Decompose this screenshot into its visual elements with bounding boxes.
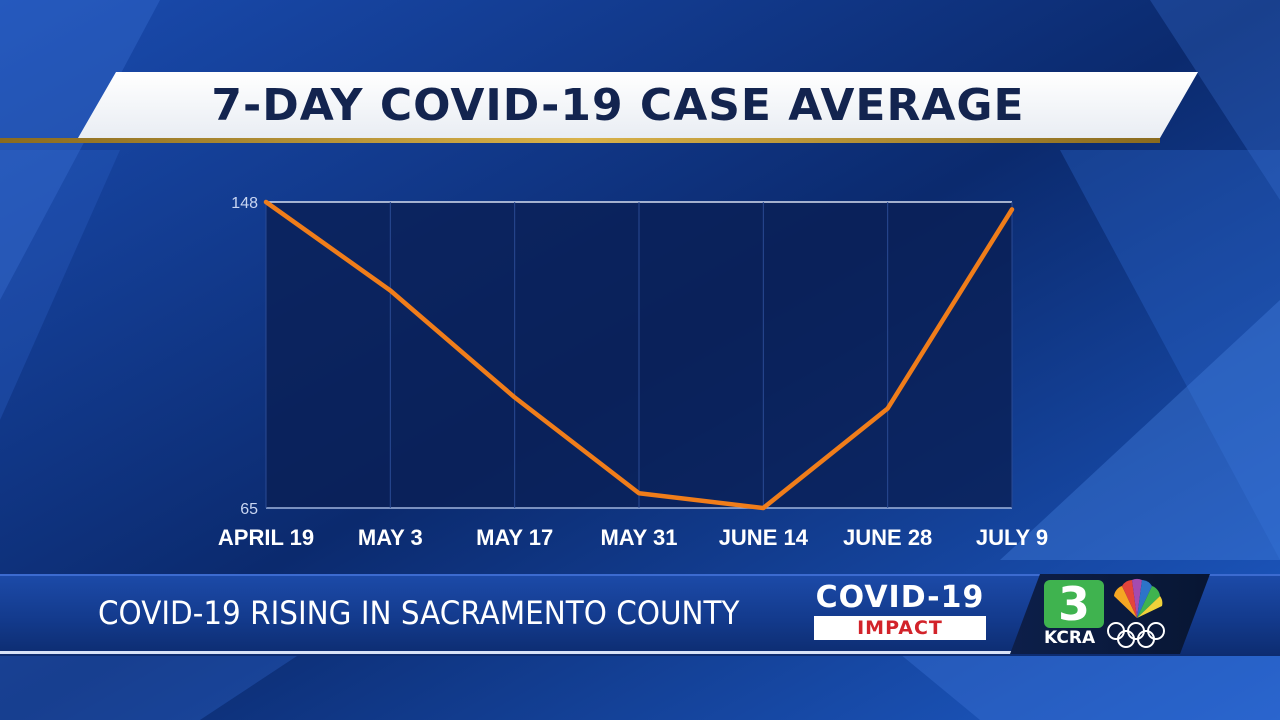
series-line: [263, 199, 1015, 511]
lower-third-underline: [0, 651, 1165, 654]
x-tick-label: MAY 31: [600, 525, 677, 550]
station-logo-panel: [1010, 574, 1210, 654]
y-tick-label: 148: [231, 195, 258, 212]
y-tick-label: 65: [240, 501, 258, 518]
title-banner: [78, 72, 1198, 138]
x-axis-ticks: APRIL 19 MAY 3 MAY 17 MAY 31 JUNE 14 JUNE 28 J…: [218, 525, 1048, 550]
x-tick-label: MAY 3: [358, 525, 423, 550]
x-tick-label: MAY 17: [476, 525, 553, 550]
x-tick-label: APRIL 19: [218, 525, 314, 550]
series-lines: [263, 199, 1015, 511]
call-sign: KCRA: [1044, 628, 1096, 648]
badge-subtitle: IMPACT: [814, 616, 986, 640]
headline-text: COVID-19 RISING IN SACRAMENTO COUNTY: [98, 594, 740, 632]
title-underline: [0, 138, 1160, 143]
covid-impact-badge: COVID-19 IMPACT: [812, 580, 988, 642]
y-axis-ticks: 148 65: [231, 195, 258, 518]
badge-title: COVID-19: [815, 580, 985, 615]
gridlines: [265, 201, 1013, 509]
x-tick-label: JULY 9: [976, 525, 1048, 550]
channel-number-logo: 3: [1044, 577, 1104, 631]
x-tick-label: JUNE 28: [843, 525, 932, 550]
peacock-icon: [1114, 578, 1163, 618]
olympic-rings-icon: [1107, 622, 1165, 648]
x-tick-label: JUNE 14: [719, 525, 809, 550]
chart-title: 7-DAY COVID-19 CASE AVERAGE: [211, 79, 1025, 131]
